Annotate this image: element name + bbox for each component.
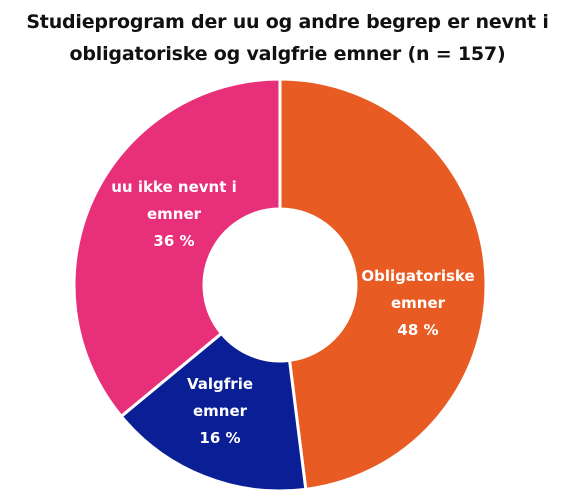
slice-category-label: emner [193, 402, 248, 420]
donut-labels: Obligatoriske emner 48 % Valgfrie emner 16 % u… [111, 178, 474, 447]
donut-slice [119, 331, 308, 493]
chart-title-line-2: obligatoriske og valgfrie emner (n = 157… [69, 43, 506, 65]
donut-slice [72, 77, 282, 418]
slice-value-label: 36 % [153, 232, 194, 250]
chart-title: Studieprogram der uu og andre begrep er … [0, 6, 575, 70]
donut-slices [72, 77, 488, 493]
slice-category-label: Valgfrie [187, 375, 253, 393]
donut-slice [278, 77, 488, 491]
slice-value-label: 16 % [199, 429, 240, 447]
slice-category-label: emner [147, 205, 202, 223]
slice-category-label: uu ikke nevnt i [111, 178, 237, 196]
slice-category-label: Obligatoriske [361, 267, 474, 285]
chart-title-line-1: Studieprogram der uu og andre begrep er … [26, 11, 549, 33]
slice-value-label: 48 % [397, 321, 438, 339]
slice-category-label: emner [391, 294, 446, 312]
